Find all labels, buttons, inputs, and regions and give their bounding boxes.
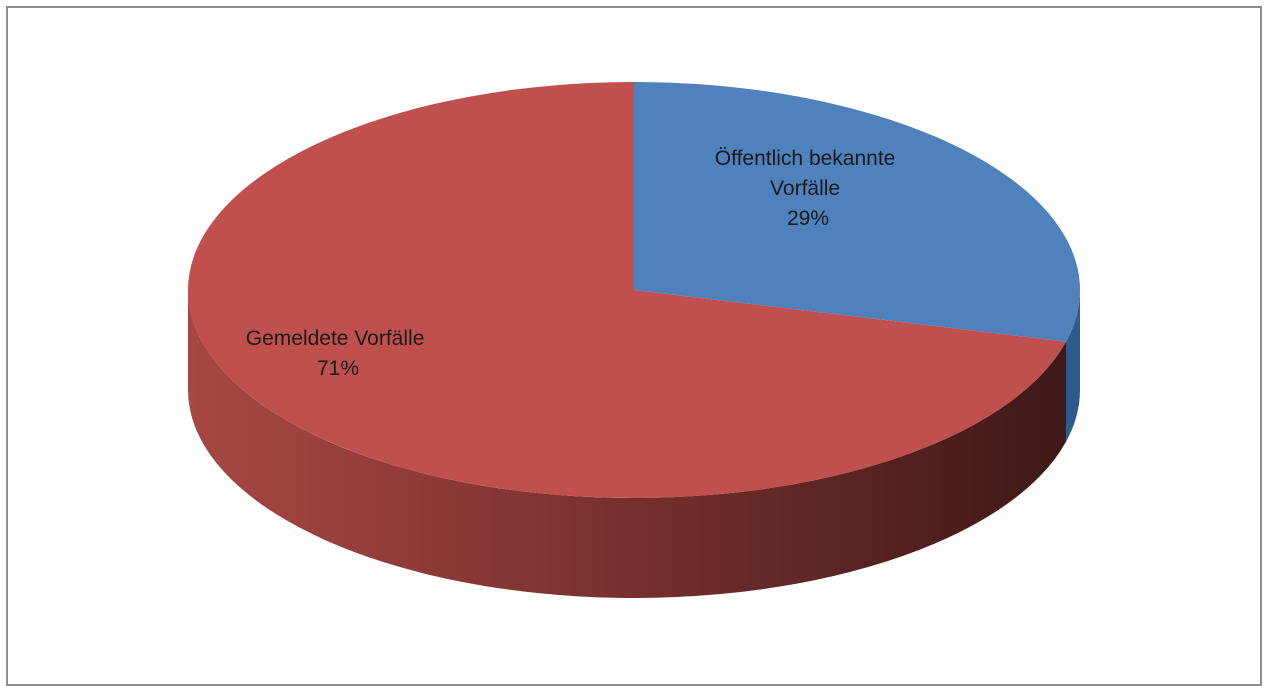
pie-slice-0 bbox=[634, 82, 1080, 342]
slice-label-oeffentlich: Öffentlich bekannte Vorfälle 29% bbox=[715, 147, 901, 230]
slice-label-gemeldete: Gemeldete Vorfälle 71% bbox=[246, 327, 430, 380]
slice-label-gemeldete-line1: Gemeldete Vorfälle bbox=[246, 327, 425, 350]
slice-label-oeffentlich-line1: Öffentlich bekannte bbox=[715, 147, 896, 170]
pie-side-1 bbox=[188, 290, 1066, 599]
pie-label-layer: Öffentlich bekannte Vorfälle 29% Gemelde… bbox=[246, 147, 901, 380]
pie-side-0 bbox=[1065, 290, 1080, 442]
pie-slice-1 bbox=[187, 82, 1066, 499]
pie-top-layer bbox=[187, 82, 1080, 499]
slice-percent-oeffentlich: 29% bbox=[787, 207, 829, 230]
slice-label-oeffentlich-line2: Vorfälle bbox=[770, 177, 840, 200]
pie-side-layer bbox=[188, 290, 1080, 599]
slice-percent-gemeldete: 71% bbox=[317, 357, 359, 380]
